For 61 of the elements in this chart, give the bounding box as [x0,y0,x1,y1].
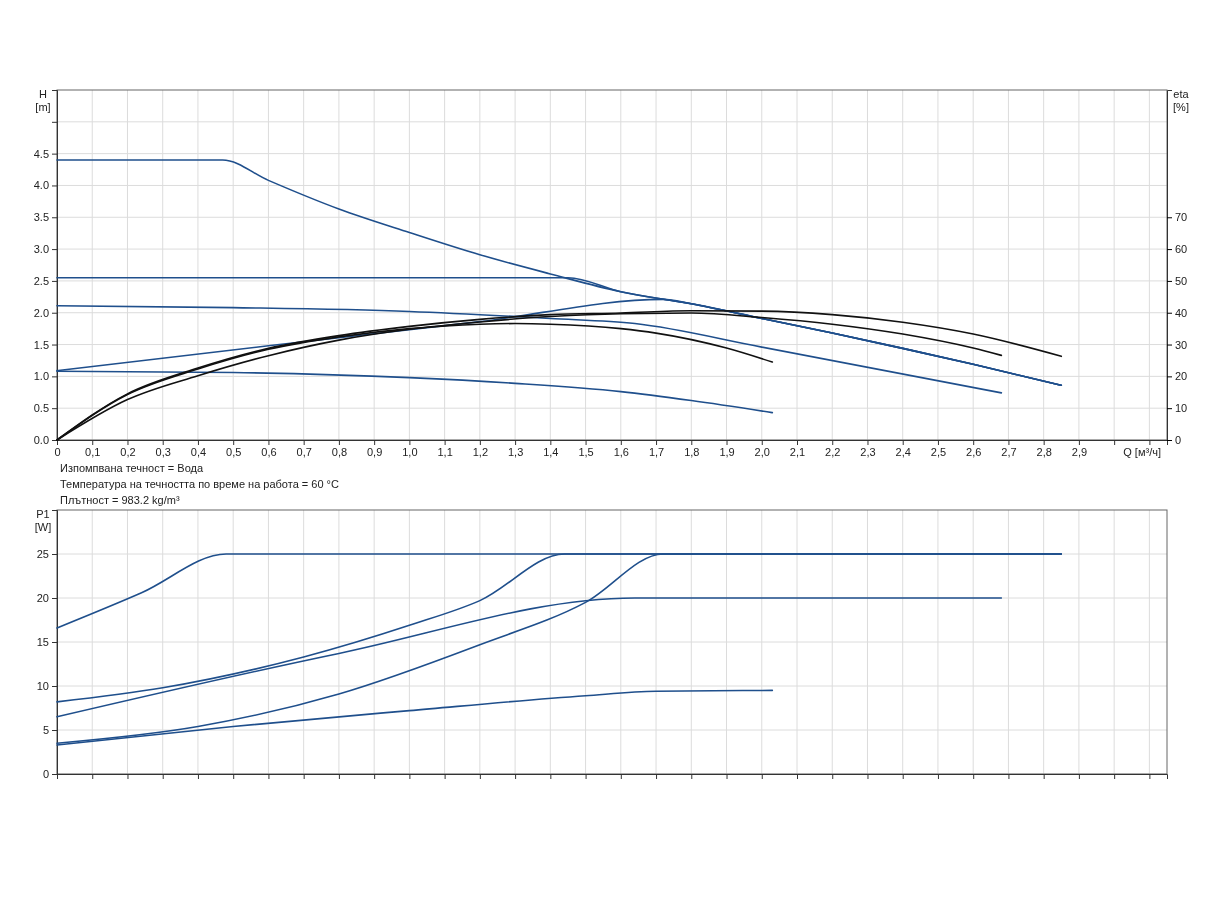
x-tick-label: 1,8 [684,445,700,458]
x-tick-label: 2,6 [966,445,982,458]
y-axis-title: P1 [W] [34,508,52,533]
x-tick-label: 2,9 [1071,445,1088,458]
x-tick-label: 1,2 [472,445,489,458]
y-axis-title: H [m] [35,88,51,113]
x-tick-label: 0,9 [366,445,383,458]
x-tick-label: 1,9 [719,445,735,458]
x-tick-label: 0,7 [296,445,312,458]
y-tick-label: 3.5 [33,211,49,224]
x-tick-label: 1,3 [507,445,524,458]
x-tick-label: 0,5 [226,445,242,458]
y-tick-label: 0.0 [33,434,49,447]
x-tick-label: 0,3 [155,445,171,458]
x-tick-label: 0,4 [190,445,207,458]
y-tick-label: 4.0 [33,179,49,192]
x-tick-label: 1,0 [402,445,418,458]
y-tick-label: 20 [36,592,49,605]
y-tick-label: 1.0 [33,370,49,383]
x-tick-label: 2,8 [1036,445,1052,458]
y2-tick-label: 10 [1175,402,1188,415]
y-tick-label: 1.5 [33,338,49,351]
x-tick-label: 2,3 [860,445,876,458]
y-tick-label: 25 [36,548,49,561]
x-tick-label: 1,4 [543,445,559,458]
y-tick-label: 3.0 [33,243,49,256]
y2-tick-label: 30 [1175,338,1188,351]
text: Температура на течността по време на работа = 60 °C [60,478,340,490]
y-tick-label: 15 [36,636,49,649]
y2-axis-title: eta [%] [1173,88,1190,113]
x-axis-title: Q [м³/ч] [1123,446,1161,458]
y2-tick-label: 60 [1175,243,1188,256]
y-tick-label: 0 [42,768,49,781]
x-tick-label: 2,7 [1001,445,1017,458]
text: Плътност = 983.2 kg/m³ [60,494,180,506]
x-tick-label: 2,5 [930,445,947,458]
x-tick-label: 1,1 [437,445,453,458]
y2-tick-label: 50 [1175,274,1188,287]
x-tick-label: 1,5 [578,445,594,458]
y-tick-label: 10 [36,680,49,693]
x-tick-label: 2,1 [789,445,806,458]
x-tick-label: 1,6 [613,445,629,458]
y2-tick-label: 40 [1175,306,1188,319]
y-tick-label: 2.5 [33,274,49,287]
x-tick-label: 0,2 [120,445,136,458]
x-tick-label: 1,7 [648,445,665,458]
x-tick-label: 2,0 [754,445,770,458]
y-tick-label: 2.0 [33,306,49,319]
text: Изпомпвана течност = Вода [60,462,204,474]
y2-tick-label: 0 [1175,434,1182,447]
y-tick-label: 0.5 [33,402,49,415]
y-tick-label: 4.5 [33,147,49,160]
x-tick-label: 0,6 [261,445,277,458]
x-tick-label: 0,1 [85,445,101,458]
x-tick-label: 0 [54,445,61,458]
x-tick-label: 0,8 [331,445,348,458]
x-tick-label: 2,4 [895,445,911,458]
y2-tick-label: 70 [1175,211,1188,224]
y2-tick-label: 20 [1175,370,1188,383]
y-tick-label: 5 [42,724,49,737]
x-tick-label: 2,2 [825,445,841,458]
